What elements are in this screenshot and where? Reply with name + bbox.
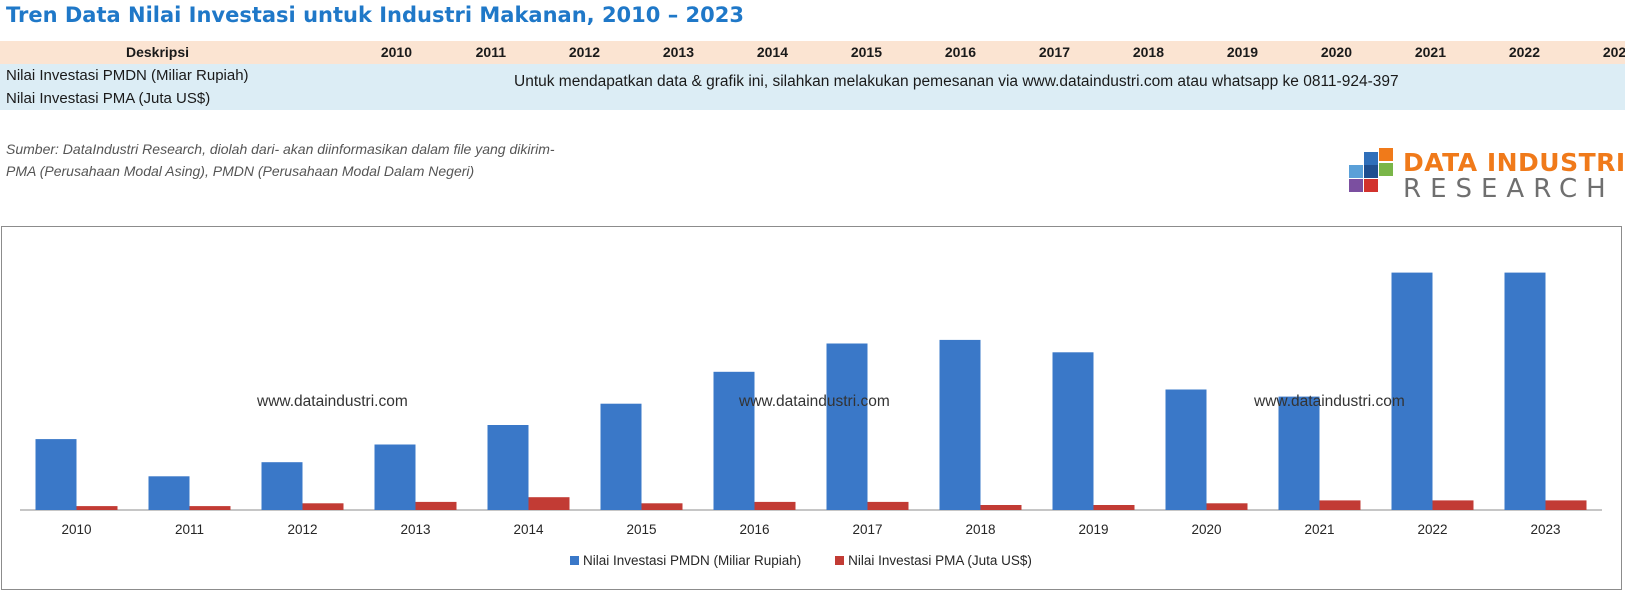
row-label-pma: Nilai Investasi PMA (Juta US$) [6, 90, 211, 107]
table-header-year: 2011 [475, 44, 506, 60]
x-tick-label: 2020 [1191, 522, 1221, 537]
bar-pma [1206, 503, 1248, 510]
x-tick-label: 2021 [1304, 522, 1334, 537]
table-header-year: 2012 [568, 44, 600, 60]
table-row: Nilai Investasi PMA (Juta US$) [0, 87, 1625, 110]
table-header-year: 2023 [1602, 44, 1625, 60]
table-header-year: 2019 [1226, 44, 1258, 60]
source-note: Sumber: DataIndustri Research, diolah da… [6, 138, 555, 182]
bar-pma [189, 506, 231, 510]
logo-mark-icon [1345, 148, 1393, 198]
watermark: www.dataindustri.com [1254, 393, 1405, 410]
table-header-year: 2017 [1038, 44, 1070, 60]
bar-pma [76, 506, 118, 510]
legend-item-pma: Nilai Investasi PMA (Juta US$) [835, 553, 1032, 568]
bar-pma [867, 501, 909, 510]
bar-pmdn [600, 403, 642, 510]
legend-item-pmdn: Nilai Investasi PMDN (Miliar Rupiah) [570, 553, 801, 568]
bar-pmdn [939, 339, 981, 510]
x-tick-label: 2016 [739, 522, 769, 537]
x-tick-label: 2019 [1078, 522, 1108, 537]
table-header-year: 2022 [1508, 44, 1540, 60]
bar-pma [980, 505, 1022, 510]
bar-pmdn [261, 462, 303, 510]
bar-pmdn [1052, 352, 1094, 510]
bar-pmdn [1391, 272, 1433, 510]
x-tick-label: 2018 [965, 522, 995, 537]
x-tick-label: 2012 [287, 522, 317, 537]
company-logo: DATA INDUSTRI RESEARCH [1345, 148, 1625, 208]
legend-swatch-pma [835, 556, 845, 565]
bar-pma [528, 497, 570, 510]
logo-text-primary: DATA INDUSTRI [1403, 148, 1625, 177]
bar-pmdn [1504, 272, 1546, 510]
table-header-year: 2016 [944, 44, 976, 60]
bar-pma [1093, 505, 1135, 510]
bar-pmdn [374, 444, 416, 510]
data-table: Deskripsi 2010 2011 2012 2013 2014 2015 2016 20… [0, 41, 1625, 110]
x-tick-label: 2023 [1530, 522, 1560, 537]
bar-chart: 2010 2011 2012 2013 2014 2015 2016 2017 2018 2019… [20, 272, 1602, 537]
bar-pma [754, 501, 796, 510]
table-header-year: 2014 [756, 44, 788, 60]
table-header-year: 2021 [1414, 44, 1446, 60]
bar-pma [1545, 500, 1587, 510]
page-title: Tren Data Nilai Investasi untuk Industri… [6, 3, 744, 27]
bar-pma [1319, 500, 1361, 510]
chart-legend: Nilai Investasi PMDN (Miliar Rupiah) Nil… [570, 553, 1062, 568]
source-line: Sumber: DataIndustri Research, diolah da… [6, 141, 555, 157]
x-tick-label: 2013 [400, 522, 430, 537]
x-tick-label: 2011 [175, 522, 204, 537]
table-header-year: 2018 [1132, 44, 1164, 60]
header-description: Deskripsi [126, 44, 190, 60]
bar-pma [302, 503, 344, 510]
bar-pmdn [1165, 389, 1207, 510]
bar-pmdn [826, 343, 868, 510]
legend-label-pmdn: Nilai Investasi PMDN (Miliar Rupiah) [583, 553, 802, 568]
x-tick-label: 2010 [61, 522, 91, 537]
x-tick-label: 2017 [852, 522, 882, 537]
bar-pma [641, 503, 683, 510]
x-tick-label: 2014 [513, 522, 544, 537]
bar-pma [1432, 500, 1474, 510]
table-header-row: Deskripsi 2010 2011 2012 2013 2014 2015 2016 20… [0, 41, 1625, 64]
watermark: www.dataindustri.com [257, 393, 408, 410]
order-notice: Untuk mendapatkan data & grafik ini, sil… [514, 73, 1399, 90]
legend-label-pma: Nilai Investasi PMA (Juta US$) [848, 553, 1032, 568]
bar-pmdn [487, 425, 529, 510]
row-label-pmdn: Nilai Investasi PMDN (Miliar Rupiah) [6, 67, 249, 84]
source-line: PMA (Perusahaan Modal Asing), PMDN (Peru… [6, 163, 475, 179]
bar-pmdn [148, 476, 190, 510]
legend-swatch-pmdn [570, 556, 579, 565]
table-header-year: 2020 [1320, 44, 1352, 60]
logo-text-secondary: RESEARCH [1403, 174, 1615, 204]
table-header-year: 2015 [850, 44, 882, 60]
x-tick-label: 2015 [626, 522, 656, 537]
bar-pmdn [1278, 396, 1320, 510]
bar-pma [415, 501, 457, 510]
bar-pmdn [713, 371, 755, 510]
watermark: www.dataindustri.com [739, 393, 890, 410]
chart-area: 2010 2011 2012 2013 2014 2015 2016 2017 2018 2019… [1, 226, 1622, 590]
table-header-year: 2013 [662, 44, 694, 60]
bar-pmdn [35, 439, 77, 510]
x-tick-label: 2022 [1417, 522, 1447, 537]
table-header-year: 2010 [380, 44, 412, 60]
table-row: Nilai Investasi PMDN (Miliar Rupiah) [0, 64, 1625, 87]
